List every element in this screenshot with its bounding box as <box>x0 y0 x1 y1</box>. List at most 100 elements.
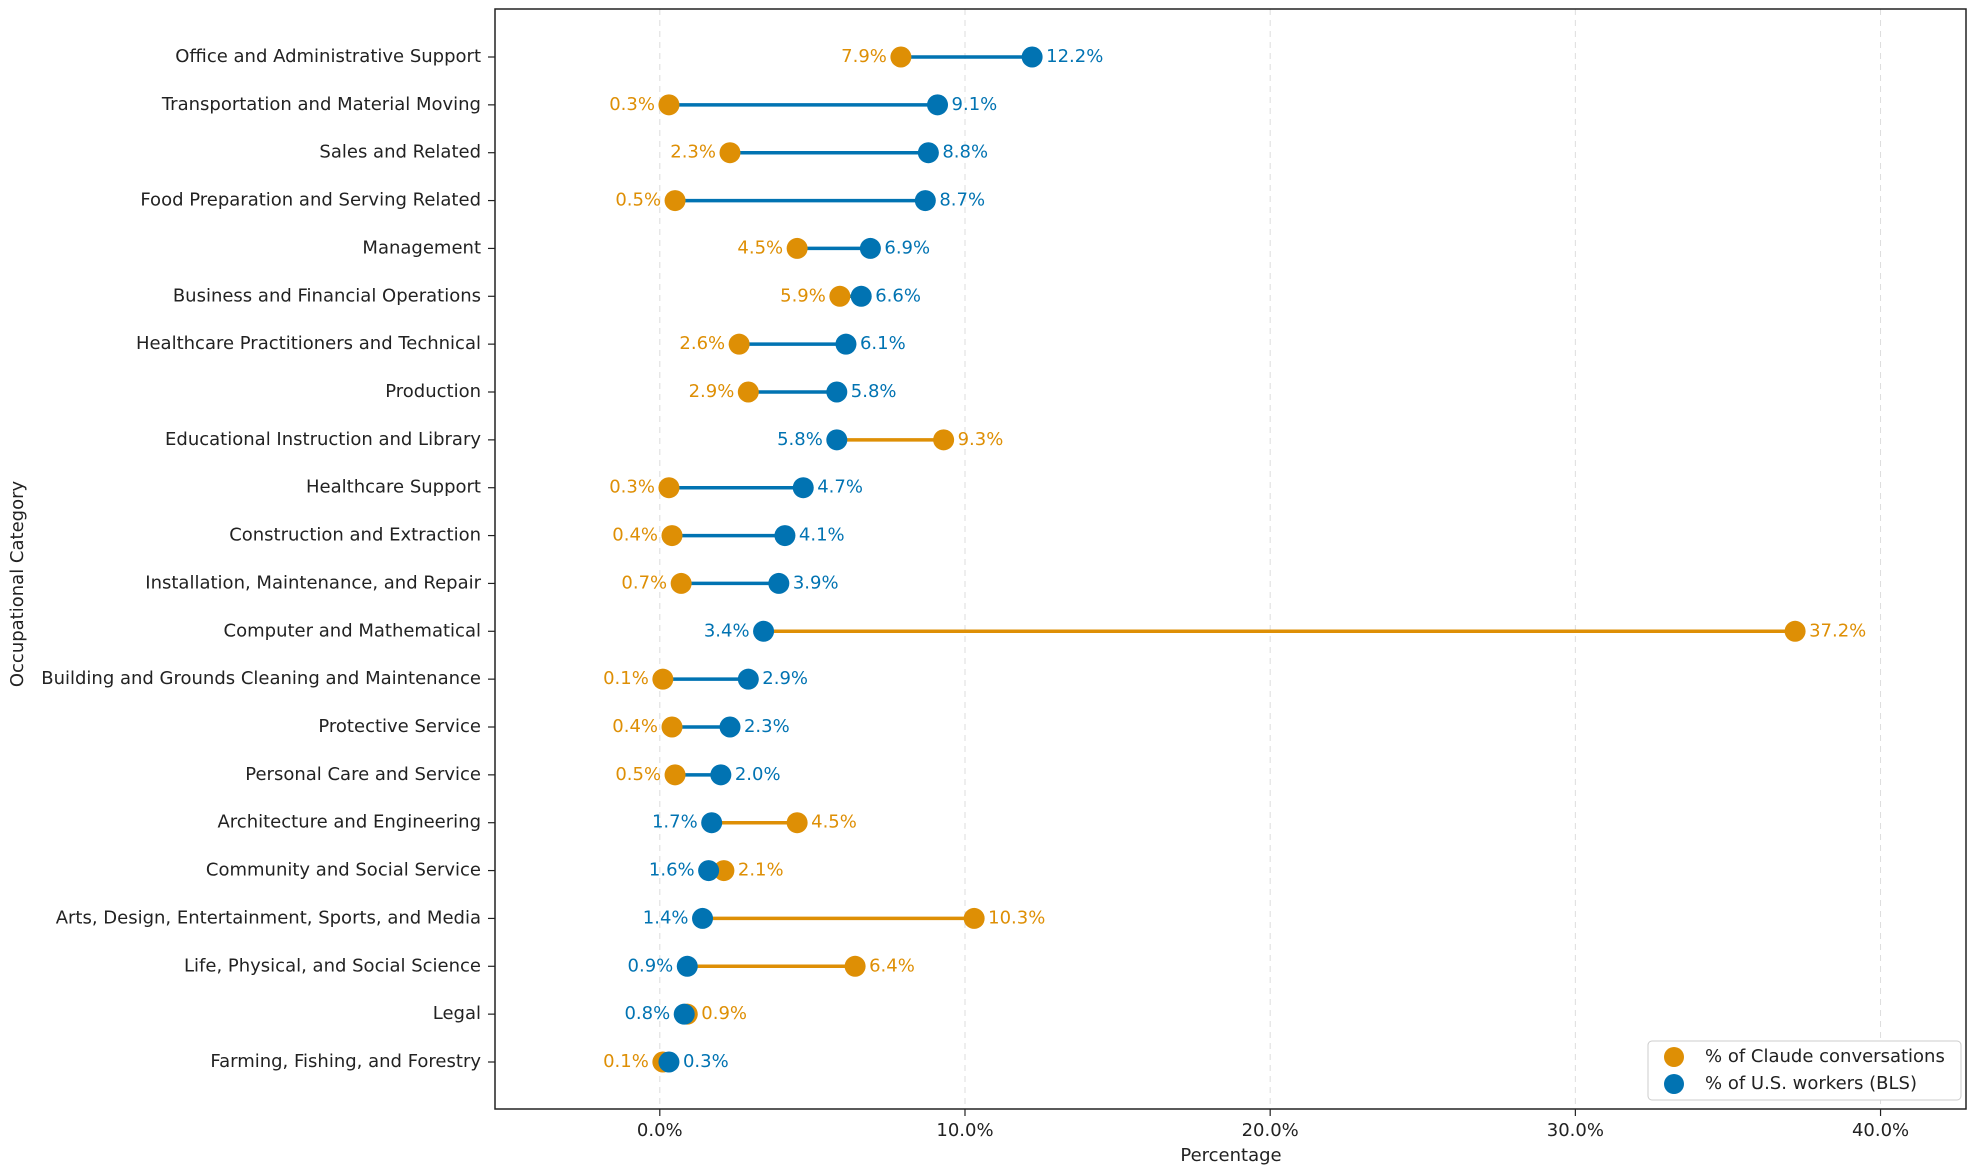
value-label: 2.3% <box>670 142 716 163</box>
x-tick-label: 20.0% <box>1242 1120 1299 1141</box>
x-tick-label: 0.0% <box>637 1120 683 1141</box>
value-label: 0.4% <box>612 716 658 737</box>
dot <box>737 381 759 403</box>
dot <box>774 525 796 547</box>
y-tick-label: Farming, Fishing, and Forestry <box>210 1051 481 1072</box>
y-tick-label: Legal <box>433 1003 481 1024</box>
value-label: 1.6% <box>649 860 695 881</box>
value-label: 7.9% <box>841 46 887 67</box>
dot <box>719 716 741 738</box>
value-label: 2.9% <box>689 381 735 402</box>
legend-box <box>1647 1040 1962 1101</box>
dot <box>670 572 692 594</box>
value-label: 0.1% <box>603 668 649 689</box>
dot <box>890 46 912 68</box>
dot <box>661 525 683 547</box>
dot <box>664 190 686 212</box>
value-label: 8.7% <box>939 190 985 211</box>
y-tick-label: Personal Care and Service <box>245 764 481 785</box>
value-label: 2.9% <box>762 668 808 689</box>
dot <box>658 94 680 116</box>
y-tick-label: Management <box>362 237 481 258</box>
value-label: 0.3% <box>683 1051 729 1072</box>
dot <box>829 285 851 307</box>
value-label: 0.5% <box>615 190 661 211</box>
y-tick-label: Life, Physical, and Social Science <box>184 955 481 976</box>
dot <box>692 907 714 929</box>
x-axis-label: Percentage <box>1180 1145 1281 1166</box>
value-label: 6.4% <box>869 955 915 976</box>
x-tick-label: 40.0% <box>1852 1120 1909 1141</box>
legend-label: % of U.S. workers (BLS) <box>1705 1073 1917 1094</box>
dot <box>673 1003 695 1025</box>
dot <box>713 860 735 882</box>
value-label: 0.1% <box>603 1051 649 1072</box>
value-label: 2.1% <box>738 860 784 881</box>
y-tick-label: Business and Financial Operations <box>173 285 481 306</box>
value-label: 0.5% <box>615 764 661 785</box>
y-tick-label: Production <box>385 381 481 402</box>
legend: % of Claude conversations % of U.S. worke… <box>1647 1040 1962 1101</box>
y-tick-label: Arts, Design, Entertainment, Sports, and… <box>56 907 481 928</box>
y-tick-label: Installation, Maintenance, and Repair <box>145 572 481 593</box>
dot <box>1784 620 1806 642</box>
dot <box>701 812 723 834</box>
value-label: 5.9% <box>780 285 826 306</box>
dot <box>710 764 732 786</box>
value-label: 0.9% <box>701 1003 747 1024</box>
value-label: 3.9% <box>793 572 839 593</box>
x-tick-label: 10.0% <box>936 1120 993 1141</box>
value-label: 2.0% <box>735 764 781 785</box>
y-tick-label: Construction and Extraction <box>229 525 481 546</box>
value-label: 5.8% <box>777 429 823 450</box>
y-tick-label: Food Preparation and Serving Related <box>140 190 481 211</box>
dot <box>826 381 848 403</box>
y-tick-label: Architecture and Engineering <box>217 812 481 833</box>
dot <box>719 142 741 164</box>
dot <box>737 668 759 690</box>
value-label: 0.8% <box>624 1003 670 1024</box>
value-label: 1.4% <box>643 907 689 928</box>
value-label: 2.6% <box>679 333 725 354</box>
value-label: 0.7% <box>621 572 667 593</box>
y-tick-label: Educational Instruction and Library <box>165 429 481 450</box>
value-label: 8.8% <box>942 142 988 163</box>
value-label: 3.4% <box>704 620 750 641</box>
y-tick-label: Office and Administrative Support <box>175 46 481 67</box>
dot <box>1021 46 1043 68</box>
dot <box>859 237 881 259</box>
value-label: 6.1% <box>860 333 906 354</box>
value-label: 0.3% <box>609 477 655 498</box>
dot <box>658 477 680 499</box>
value-label: 2.3% <box>744 716 790 737</box>
value-label: 9.1% <box>952 94 998 115</box>
dot <box>826 429 848 451</box>
value-label: 5.8% <box>851 381 897 402</box>
dot <box>850 285 872 307</box>
value-label: 1.7% <box>652 812 698 833</box>
x-tick-label: 30.0% <box>1547 1120 1604 1141</box>
value-label: 12.2% <box>1046 46 1103 67</box>
dot <box>835 333 857 355</box>
dot <box>963 907 985 929</box>
dot <box>652 668 674 690</box>
value-label: 4.7% <box>817 477 863 498</box>
y-tick-label: Building and Grounds Cleaning and Mainte… <box>41 668 481 689</box>
y-tick-label: Protective Service <box>318 716 481 737</box>
y-tick-label: Transportation and Material Moving <box>161 94 481 115</box>
dot <box>786 812 808 834</box>
value-label: 6.6% <box>875 285 921 306</box>
y-tick-label: Sales and Related <box>319 142 481 163</box>
dot <box>933 429 955 451</box>
y-axis-label: Occupational Category <box>7 481 28 688</box>
dot <box>786 237 808 259</box>
dot <box>676 955 698 977</box>
value-label: 6.9% <box>884 237 930 258</box>
dot <box>792 477 814 499</box>
dot <box>914 190 936 212</box>
dot <box>927 94 949 116</box>
legend-marker <box>1664 1074 1684 1094</box>
legend-marker <box>1664 1047 1684 1067</box>
dot <box>844 955 866 977</box>
value-label: 9.3% <box>958 429 1004 450</box>
